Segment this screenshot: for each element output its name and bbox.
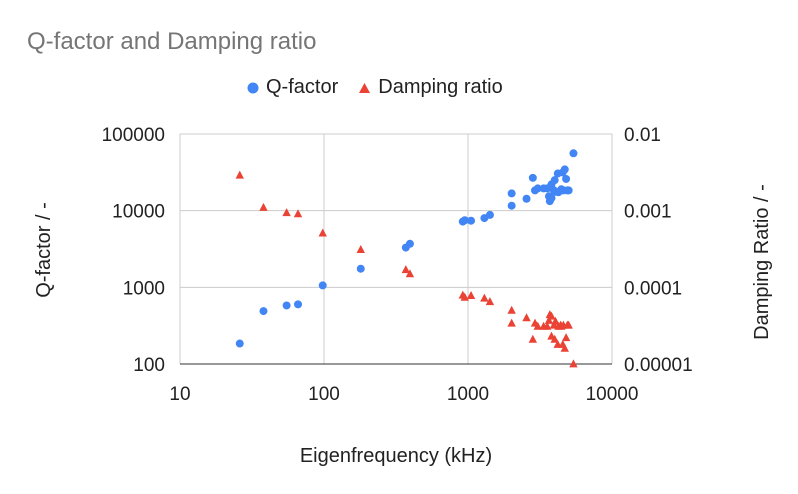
damping-ratio-point	[356, 245, 365, 254]
x-tick-label: 10	[169, 384, 190, 405]
q-factor-point	[569, 149, 578, 158]
legend-circle-marker-icon	[247, 82, 259, 93]
x-axis-ticks: 10 100 1000 10000	[169, 384, 638, 405]
legend-item-q-factor: Q-factor	[247, 76, 338, 99]
q-factor-point	[550, 176, 559, 185]
q-factor-point	[259, 307, 268, 316]
legend-triangle-marker-icon	[359, 82, 371, 93]
y2-axis-ticks: 0.00001 0.0001 0.001 0.01	[624, 125, 693, 376]
chart-title: Q-factor and Damping ratio	[27, 28, 317, 55]
damping-ratio-point	[485, 297, 495, 306]
damping-ratio-point	[507, 318, 516, 327]
chart-legend: Q-factor Damping ratio	[247, 76, 503, 99]
q-factor-point	[282, 301, 291, 310]
y-tick-label: 1000	[123, 278, 165, 299]
y-axis-ticks: 100 1000 10000 100000	[102, 125, 165, 376]
q-factor-point	[522, 194, 531, 203]
legend-label-damping-ratio: Damping ratio	[378, 76, 503, 98]
q-factor-point	[507, 201, 516, 210]
damping-ratio-point	[282, 208, 291, 217]
q-factor-point	[405, 239, 414, 248]
q-factor-point	[356, 264, 365, 273]
y-tick-label: 10000	[112, 202, 165, 223]
damping-ratio-point	[466, 291, 476, 300]
y2-tick-label: 0.01	[624, 125, 661, 146]
damping-ratio-point	[533, 321, 542, 330]
damping-ratio-point	[522, 313, 531, 322]
data-markers	[235, 149, 578, 368]
damping-ratio-point	[551, 316, 560, 325]
damping-ratio-point	[401, 265, 411, 274]
x-tick-label: 100	[308, 384, 340, 405]
y2-tick-label: 0.0001	[624, 278, 682, 299]
q-factor-point	[507, 189, 516, 198]
q-factor-point	[318, 281, 327, 290]
q-factor-point	[528, 173, 537, 182]
x-tick-label: 1000	[447, 384, 489, 405]
y2-tick-label: 0.001	[624, 202, 672, 223]
damping-ratio-point	[561, 333, 571, 342]
y-axis-label: Q-factor / -	[33, 202, 55, 298]
damping-ratio-point	[235, 170, 244, 179]
q-factor-point	[562, 174, 571, 183]
y-tick-label: 100	[133, 355, 165, 376]
damping-ratio-point	[543, 321, 552, 330]
y2-tick-label: 0.00001	[624, 355, 693, 376]
x-axis-label: Eigenfrequency (kHz)	[300, 445, 492, 467]
damping-ratio-point	[259, 202, 268, 211]
q-factor-point	[547, 194, 556, 203]
damping-ratio-point	[293, 209, 303, 218]
q-factor-point	[460, 216, 469, 225]
damping-ratio-point	[564, 320, 573, 329]
damping-ratio-point	[318, 228, 327, 237]
damping-ratio-point	[405, 269, 415, 278]
y2-axis-label: Damping Ratio / -	[751, 184, 773, 340]
y-tick-label: 100000	[102, 125, 165, 146]
damping-ratio-point	[528, 334, 538, 343]
damping-ratio-point	[507, 305, 516, 314]
grid-lines	[179, 133, 613, 365]
damping-ratio-point	[550, 334, 559, 343]
damping-ratio-point	[569, 359, 578, 368]
damping-ratio-point	[547, 311, 556, 320]
q-factor-point	[533, 184, 542, 193]
q-factor-point	[235, 339, 244, 348]
damping-ratio-point	[460, 292, 469, 301]
q-factor-point	[485, 210, 494, 219]
damping-ratio-point	[560, 343, 569, 352]
q-factor-point	[467, 216, 476, 225]
x-tick-label: 10000	[586, 384, 639, 405]
legend-label-q-factor: Q-factor	[266, 76, 339, 98]
q-factor-point	[294, 300, 303, 309]
legend-item-damping-ratio: Damping ratio	[358, 76, 503, 99]
damping-ratio-point	[480, 293, 489, 302]
damping-ratio-point	[544, 315, 554, 324]
q-factor-point	[560, 165, 569, 174]
q-factor-point	[564, 186, 573, 195]
